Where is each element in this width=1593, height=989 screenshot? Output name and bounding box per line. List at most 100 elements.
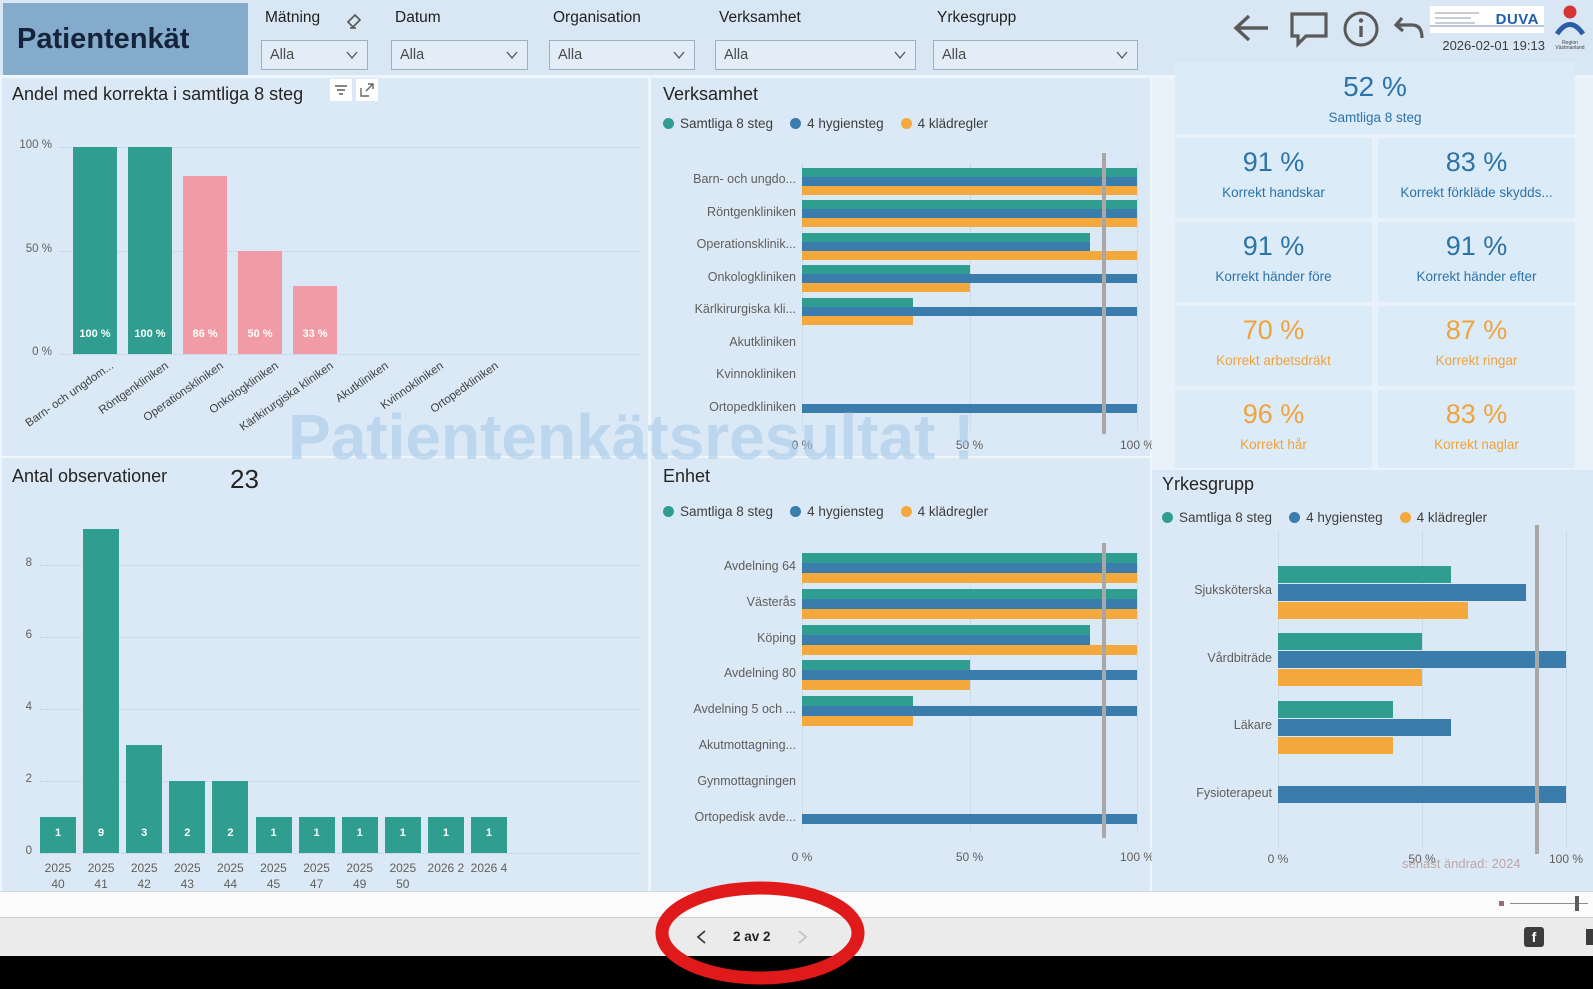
- info-icon[interactable]: [1342, 10, 1380, 48]
- bar[interactable]: [802, 553, 1137, 563]
- bar[interactable]: [802, 404, 1137, 413]
- chevron-down-icon: [1116, 51, 1128, 60]
- page-next-button[interactable]: [797, 929, 809, 944]
- bar[interactable]: [802, 185, 1137, 195]
- bar[interactable]: [1278, 651, 1566, 668]
- legend-item[interactable]: Samtliga 8 steg: [1162, 510, 1272, 525]
- facebook-icon[interactable]: f: [1524, 927, 1544, 947]
- bar[interactable]: [1278, 718, 1451, 736]
- bar[interactable]: [384, 817, 421, 853]
- legend-label: Samtliga 8 steg: [680, 116, 774, 131]
- legend-item[interactable]: 4 klädregler: [1399, 510, 1487, 525]
- chart-verksamhet[interactable]: Samtliga 8 steg 4 hygiensteg 4 klädregler 0…: [651, 78, 1154, 456]
- bar[interactable]: [126, 745, 163, 853]
- bar[interactable]: [802, 283, 970, 292]
- verksamhet-dropdown[interactable]: Alla: [715, 40, 916, 70]
- legend-item[interactable]: 4 klädregler: [900, 116, 989, 131]
- eraser-icon[interactable]: [344, 10, 363, 29]
- bar[interactable]: [1278, 633, 1422, 650]
- bar[interactable]: [238, 250, 282, 354]
- page-prev-button[interactable]: [695, 929, 707, 944]
- bar[interactable]: [40, 817, 76, 853]
- bar[interactable]: [1278, 601, 1469, 619]
- bar[interactable]: [802, 624, 1091, 635]
- bar[interactable]: [471, 817, 507, 853]
- bar[interactable]: [255, 817, 292, 853]
- bar[interactable]: [802, 573, 1137, 583]
- bar[interactable]: [1278, 700, 1394, 718]
- back-arrow-icon[interactable]: [1232, 12, 1272, 44]
- bar[interactable]: [802, 274, 1137, 283]
- matning-dropdown[interactable]: Alla: [261, 40, 368, 70]
- bar[interactable]: [802, 588, 1137, 599]
- chart-andel[interactable]: 100 % 50 % 0 % 100 % 100 % 86 % 50 % 33 % Barn- …: [2, 78, 648, 456]
- bar[interactable]: [1278, 669, 1422, 686]
- bar[interactable]: [802, 176, 1137, 186]
- bar[interactable]: [73, 147, 117, 354]
- datum-dropdown[interactable]: Alla: [391, 40, 528, 70]
- bar[interactable]: [802, 716, 913, 727]
- bar[interactable]: [1278, 565, 1451, 583]
- bar[interactable]: [212, 781, 249, 853]
- legend-item[interactable]: 4 hygiensteg: [790, 504, 884, 519]
- bar[interactable]: [427, 817, 464, 853]
- bar[interactable]: [298, 817, 335, 853]
- bar[interactable]: [802, 598, 1137, 609]
- bar[interactable]: [802, 696, 913, 707]
- bar[interactable]: [802, 563, 1137, 573]
- bar[interactable]: [802, 813, 1137, 824]
- bar[interactable]: [802, 200, 1137, 209]
- legend-dot-icon: [1162, 512, 1173, 523]
- legend-item[interactable]: 4 hygiensteg: [790, 116, 884, 131]
- zoom-out-dot[interactable]: [1499, 901, 1504, 906]
- legend-label: 4 klädregler: [917, 116, 989, 131]
- bar[interactable]: [802, 218, 1137, 227]
- legend-item[interactable]: Samtliga 8 steg: [663, 504, 773, 519]
- chart-enhet[interactable]: Samtliga 8 steg 4 hygiensteg 4 klädregler 0…: [651, 458, 1154, 891]
- zoom-slider-handle[interactable]: [1575, 896, 1579, 911]
- bar[interactable]: [802, 634, 1091, 645]
- bar[interactable]: [1278, 583, 1526, 601]
- legend-item[interactable]: 4 klädregler: [900, 504, 988, 519]
- zoom-slider-track[interactable]: [1510, 903, 1588, 904]
- bar[interactable]: [802, 250, 1137, 260]
- bar[interactable]: [802, 644, 1137, 655]
- bar[interactable]: [802, 167, 1137, 177]
- bar[interactable]: [802, 315, 913, 325]
- chart-yrkesgrupp[interactable]: Samtliga 8 steg 4 hygiensteg 4 klädregler 0…: [1152, 470, 1593, 891]
- header: Patientenkät Mätning Alla Datum Alla Org…: [0, 0, 1593, 75]
- chart-antal[interactable]: 8 6 4 2 0 1 9 3 2 2 1 1 1 1 1 1 2025 40 2025 41 2025 42 202…: [2, 458, 648, 891]
- bar[interactable]: [1278, 786, 1566, 803]
- bar[interactable]: [183, 175, 227, 354]
- bar[interactable]: [802, 297, 913, 307]
- legend-item[interactable]: Samtliga 8 steg: [663, 116, 773, 131]
- bar[interactable]: [802, 306, 1137, 316]
- organisation-dropdown[interactable]: Alla: [549, 40, 695, 70]
- bar[interactable]: [293, 285, 337, 354]
- filter-icon[interactable]: [330, 79, 352, 101]
- legend-item[interactable]: 4 hygiensteg: [1289, 510, 1383, 525]
- bar[interactable]: [83, 529, 120, 853]
- bar[interactable]: [802, 660, 970, 671]
- bar[interactable]: [802, 241, 1091, 251]
- bar[interactable]: [1278, 736, 1394, 754]
- bar[interactable]: [802, 265, 970, 274]
- bar[interactable]: [802, 608, 1137, 619]
- panel-yrkesgrupp: Yrkesgrupp Samtliga 8 steg 4 hygiensteg 4 …: [1152, 470, 1593, 891]
- popout-icon[interactable]: [356, 79, 378, 101]
- bar[interactable]: [341, 817, 378, 853]
- bar[interactable]: [802, 706, 1137, 717]
- category-label: Läkare: [1233, 718, 1272, 732]
- bar[interactable]: [802, 670, 1137, 681]
- undo-icon[interactable]: [1392, 12, 1426, 46]
- category-label: 2025 41: [87, 861, 115, 892]
- social-icon-partial[interactable]: [1586, 929, 1593, 945]
- bar[interactable]: [802, 680, 970, 691]
- bar[interactable]: [802, 209, 1137, 218]
- bar[interactable]: [169, 781, 206, 853]
- comment-icon[interactable]: [1288, 10, 1330, 48]
- bar-value-label: 1: [399, 827, 406, 839]
- bar[interactable]: [128, 147, 172, 354]
- bar[interactable]: [802, 232, 1091, 242]
- yrkesgrupp-dropdown[interactable]: Alla: [933, 40, 1138, 70]
